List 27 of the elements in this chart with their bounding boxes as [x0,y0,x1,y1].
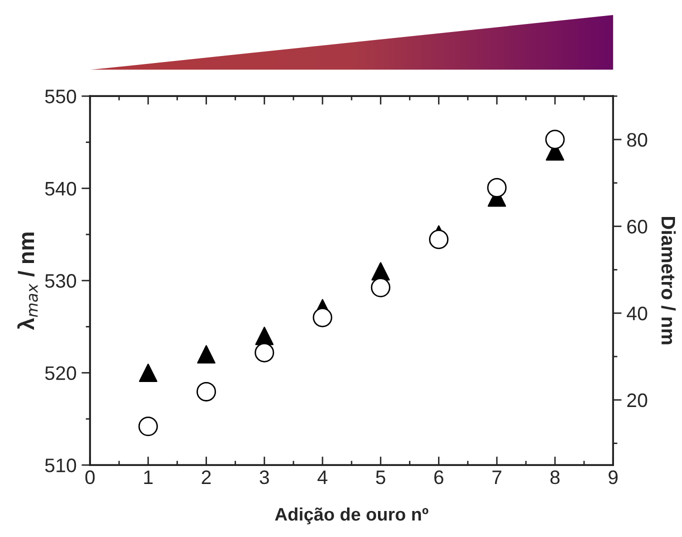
y-axis-title: λ$_{max}$ / nm [17,232,38,330]
x-tick-label: 0 [85,470,95,484]
x-tick-label: 2 [202,470,211,484]
y2-tick-label: 20 [627,393,648,408]
point [429,230,448,250]
x-tick-label: 4 [318,470,328,484]
x-tick-label: 9 [608,470,618,484]
point [255,326,274,346]
y2-axis-title: Diametro / nm [661,217,676,344]
y2-tick-label: 40 [626,306,648,320]
y-tick-label: 540 [45,182,76,196]
x-tick-label: 7 [492,470,502,484]
x-tick-label: 5 [376,470,386,484]
y2-tick-label: 80 [627,132,648,147]
point [197,345,216,364]
x-tick-label: 1 [144,470,153,484]
y2-tick-label: 60 [627,220,648,234]
y-tick-label: 510 [45,458,76,472]
point [138,364,158,382]
y-tick-label: 530 [45,274,76,288]
y-tick-label: 520 [45,366,76,380]
x-tick-label: 6 [434,470,444,484]
x-tick-label: 8 [550,470,560,484]
y-tick-label: 550 [45,90,76,104]
x-tick-label: 3 [260,470,269,484]
point [312,308,332,328]
x-axis-title: Adição de ouro nº [274,507,428,524]
